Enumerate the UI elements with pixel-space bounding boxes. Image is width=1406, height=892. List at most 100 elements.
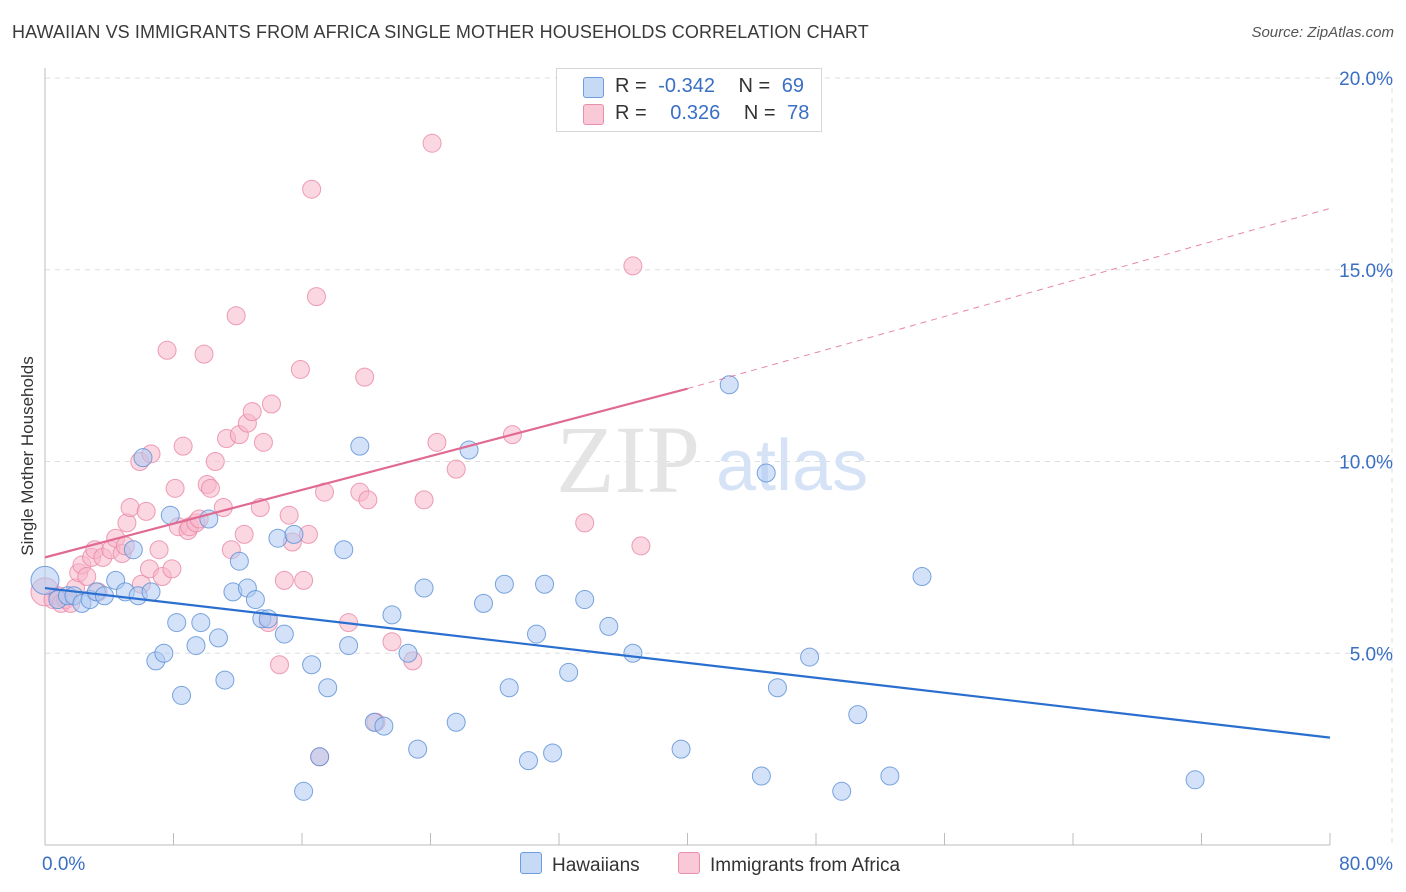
- data-point: [160, 505, 180, 525]
- data-point: [123, 540, 143, 560]
- data-point: [422, 133, 442, 153]
- data-point: [245, 590, 265, 610]
- y-axis-label: Single Mother Households: [18, 356, 37, 556]
- data-point: [167, 613, 187, 633]
- data-point: [880, 766, 900, 786]
- data-point: [527, 624, 547, 644]
- data-point: [339, 636, 359, 656]
- data-point: [848, 705, 868, 725]
- data-point: [186, 636, 206, 656]
- data-point: [268, 528, 288, 548]
- legend-r-label: R =: [615, 102, 647, 124]
- data-point: [350, 436, 370, 456]
- data-point: [832, 781, 852, 801]
- data-point: [270, 655, 290, 675]
- data-point: [719, 375, 739, 395]
- data-point: [226, 306, 246, 326]
- data-point: [767, 678, 787, 698]
- source-label: Source: ZipAtlas.com: [1251, 24, 1394, 41]
- trend-line-hawaiians: [44, 586, 1331, 739]
- data-point: [414, 490, 434, 510]
- trend-line-immigrants-extrapolated: [687, 207, 1331, 390]
- data-point: [599, 616, 619, 636]
- series-hawaiians-points: [30, 375, 1205, 801]
- data-point: [623, 643, 643, 663]
- data-point: [149, 540, 169, 560]
- data-point: [133, 448, 153, 468]
- data-point: [334, 540, 354, 560]
- data-point: [213, 498, 233, 518]
- data-point: [518, 751, 538, 771]
- data-point: [154, 643, 174, 663]
- data-point: [136, 501, 156, 521]
- watermark: ZIP atlas: [556, 406, 868, 513]
- data-point: [172, 685, 192, 705]
- watermark-zip: ZIP: [556, 406, 700, 513]
- legend-swatch-pink: [583, 104, 604, 125]
- data-point: [631, 536, 651, 556]
- data-point: [446, 459, 466, 479]
- data-point: [671, 739, 691, 759]
- data-point: [474, 593, 494, 613]
- data-point: [77, 567, 97, 587]
- legend-n-label: N =: [738, 75, 771, 97]
- data-point: [535, 574, 555, 594]
- x-tick-label-max: 80.0%: [1339, 854, 1393, 875]
- data-point: [205, 452, 225, 471]
- x-tick-label-min: 0.0%: [42, 854, 85, 875]
- legend-n-label: N =: [743, 102, 776, 124]
- legend-n-value: 78: [787, 102, 810, 124]
- data-point: [446, 712, 466, 732]
- data-point: [355, 367, 375, 387]
- data-point: [274, 570, 294, 590]
- data-point: [756, 463, 776, 483]
- bottom-legend-swatch-blue: [520, 852, 542, 874]
- data-point: [408, 739, 428, 759]
- data-point: [234, 524, 254, 544]
- data-point: [302, 655, 322, 675]
- data-point: [242, 402, 262, 422]
- bottom-legend-hawaiians: Hawaiians: [520, 852, 640, 877]
- y-tick-label: 5.0%: [1350, 644, 1393, 665]
- trend-lines: [44, 207, 1331, 739]
- bottom-legend-swatch-pink: [678, 852, 700, 874]
- data-point: [279, 505, 299, 525]
- data-point: [157, 340, 177, 360]
- data-point: [427, 432, 447, 452]
- bottom-legend-label-hawaiians: Hawaiians: [552, 855, 640, 876]
- data-point: [318, 678, 338, 698]
- bottom-legend-immigrants: Immigrants from Africa: [678, 852, 900, 877]
- data-point: [290, 359, 310, 379]
- trend-line-immigrants: [44, 387, 688, 559]
- legend-r-value: 0.326: [670, 102, 721, 124]
- data-point: [751, 766, 771, 786]
- watermark-atlas: atlas: [716, 426, 868, 506]
- bottom-legend-label-immigrants: Immigrants from Africa: [710, 855, 901, 876]
- data-point: [575, 590, 595, 610]
- data-point: [800, 647, 820, 667]
- data-point: [494, 574, 514, 594]
- y-tick-label: 15.0%: [1339, 261, 1393, 282]
- data-point: [191, 613, 211, 633]
- data-point: [117, 513, 137, 533]
- data-point: [398, 643, 418, 663]
- data-point: [623, 256, 643, 276]
- tick-labels: 5.0% 10.0% 15.0% 20.0% 0.0% 80.0%: [42, 69, 1393, 875]
- data-point: [215, 670, 235, 690]
- data-point: [302, 179, 322, 199]
- correlation-legend: R = -0.342 N = 69 R = 0.326 N = 78: [556, 68, 822, 132]
- data-point: [382, 605, 402, 625]
- data-point: [374, 716, 394, 736]
- chart-title: HAWAIIAN VS IMMIGRANTS FROM AFRICA SINGL…: [12, 22, 869, 42]
- data-point: [194, 344, 214, 364]
- data-point: [261, 394, 281, 414]
- legend-n-value: 69: [781, 75, 805, 97]
- data-point: [162, 559, 182, 579]
- data-point: [141, 582, 161, 602]
- data-point: [559, 662, 579, 682]
- data-point: [912, 567, 932, 587]
- data-point: [120, 498, 140, 518]
- data-point: [414, 578, 434, 598]
- data-point: [208, 628, 228, 648]
